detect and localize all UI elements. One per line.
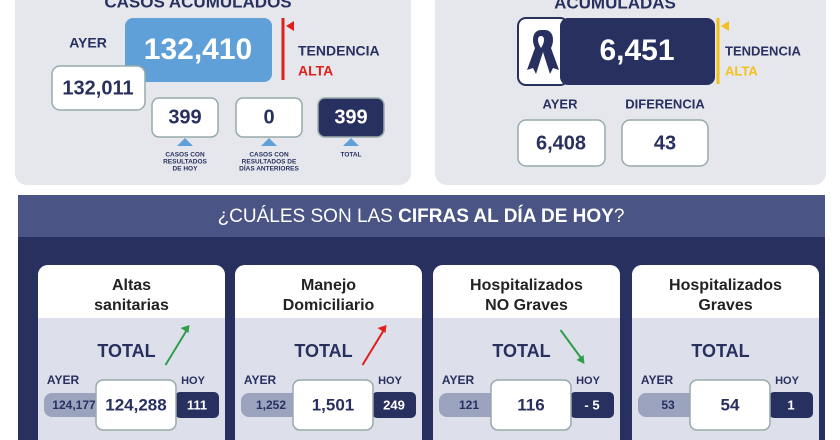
trend-flag: [721, 21, 729, 31]
band-title: ¿CUÁLES SON LAS CIFRAS AL DÍA DE HOY?: [218, 205, 625, 227]
label: ACUMULADAS: [554, 0, 676, 12]
pointer: [177, 138, 193, 146]
label: TENDENCIA: [298, 43, 380, 59]
content: CASOS ACUMULADOS AYER 132,410 TENDENCIA ALTA…: [38, 0, 819, 440]
ayer-box: [51, 65, 146, 111]
label: 1,252: [256, 398, 286, 412]
label: DÍAS ANTERIORES: [239, 164, 299, 173]
pointer: [343, 138, 359, 146]
label: AYER: [69, 35, 107, 51]
total-box: [689, 379, 771, 431]
count-box: [151, 97, 219, 138]
label: RESULTADOS DE: [242, 159, 297, 166]
ayer-box: [517, 119, 606, 167]
count-box: [235, 97, 303, 138]
label: DE HOY: [173, 166, 199, 173]
label: AYER: [543, 96, 579, 111]
label: AYER: [47, 373, 80, 387]
label: sanitarias: [94, 297, 169, 314]
label: TOTAL: [492, 341, 550, 361]
label: ALTA: [725, 63, 758, 78]
card-top: [433, 265, 620, 318]
label: 111: [187, 397, 207, 412]
label: TOTAL: [340, 152, 361, 159]
trend-flag: [286, 21, 294, 31]
label: TOTAL: [294, 341, 352, 361]
panel: [15, 0, 411, 185]
label: RESULTADOS: [163, 159, 207, 166]
label: 124,177: [52, 398, 96, 412]
trend-arrowhead: [377, 325, 387, 333]
band-title-part: ?: [614, 206, 625, 227]
label: 6,451: [599, 34, 674, 67]
total-box: [560, 18, 715, 85]
label: HOY: [775, 375, 800, 387]
hoy-box: [175, 392, 219, 418]
label: HOY: [181, 375, 206, 387]
label: 132,011: [62, 77, 133, 99]
label: 54: [721, 395, 740, 414]
label: NO Graves: [485, 297, 568, 314]
card-top: [235, 265, 422, 318]
hoy-box: [372, 392, 416, 418]
band-title-part: ¿CUÁLES SON LAS: [218, 206, 399, 227]
label: 116: [517, 395, 544, 414]
label: TOTAL: [97, 341, 155, 361]
dif-box: [621, 119, 709, 167]
count-box: [317, 97, 385, 138]
label: 124,288: [105, 395, 166, 414]
label: Domiciliario: [283, 297, 375, 314]
trend-arrow: [559, 329, 584, 361]
label: 399: [168, 106, 201, 128]
label: - 5: [584, 397, 599, 412]
hoy-box: [769, 392, 813, 418]
label: 53: [661, 398, 675, 412]
label: CASOS ACUMULADOS: [104, 0, 291, 11]
band-title-part: CIFRAS AL DÍA DE HOY: [398, 205, 614, 227]
label: 399: [334, 106, 367, 128]
label: TOTAL: [691, 341, 749, 361]
card-top: [632, 265, 819, 318]
label: ALTA: [298, 63, 333, 79]
total-box: [95, 379, 177, 431]
label: 43: [654, 132, 676, 154]
label: 1,501: [312, 395, 355, 414]
trend-arrowhead: [180, 325, 190, 333]
label: AYER: [244, 373, 277, 387]
label: TENDENCIA: [725, 43, 801, 58]
label: Graves: [698, 297, 752, 314]
label: 1: [787, 397, 794, 412]
band-header: [18, 195, 825, 237]
card-top: [38, 265, 225, 318]
label: HOY: [576, 375, 601, 387]
label: Altas: [112, 277, 151, 294]
total-box: [490, 379, 572, 431]
label: 132,410: [144, 33, 252, 66]
trend-arrowhead: [576, 355, 585, 364]
total-box: [125, 18, 272, 82]
hoy-box: [570, 392, 614, 418]
trend-arrow: [361, 328, 386, 366]
label: CASOS CON: [165, 152, 205, 159]
label: Hospitalizados: [669, 277, 782, 294]
ribbon-icon: [527, 30, 559, 74]
label: AYER: [442, 373, 475, 387]
label: CASOS CON: [249, 152, 289, 159]
pointer: [261, 138, 277, 146]
total-box: [292, 379, 374, 431]
label: 0: [263, 106, 274, 128]
label: Manejo: [301, 277, 356, 294]
label: 249: [383, 397, 405, 412]
label: DIFERENCIA: [625, 96, 705, 111]
label: 121: [459, 398, 479, 412]
label: AYER: [641, 373, 674, 387]
trend-arrow: [164, 328, 189, 366]
label: 6,408: [536, 132, 586, 154]
label: Hospitalizados: [470, 277, 583, 294]
label: HOY: [378, 375, 403, 387]
